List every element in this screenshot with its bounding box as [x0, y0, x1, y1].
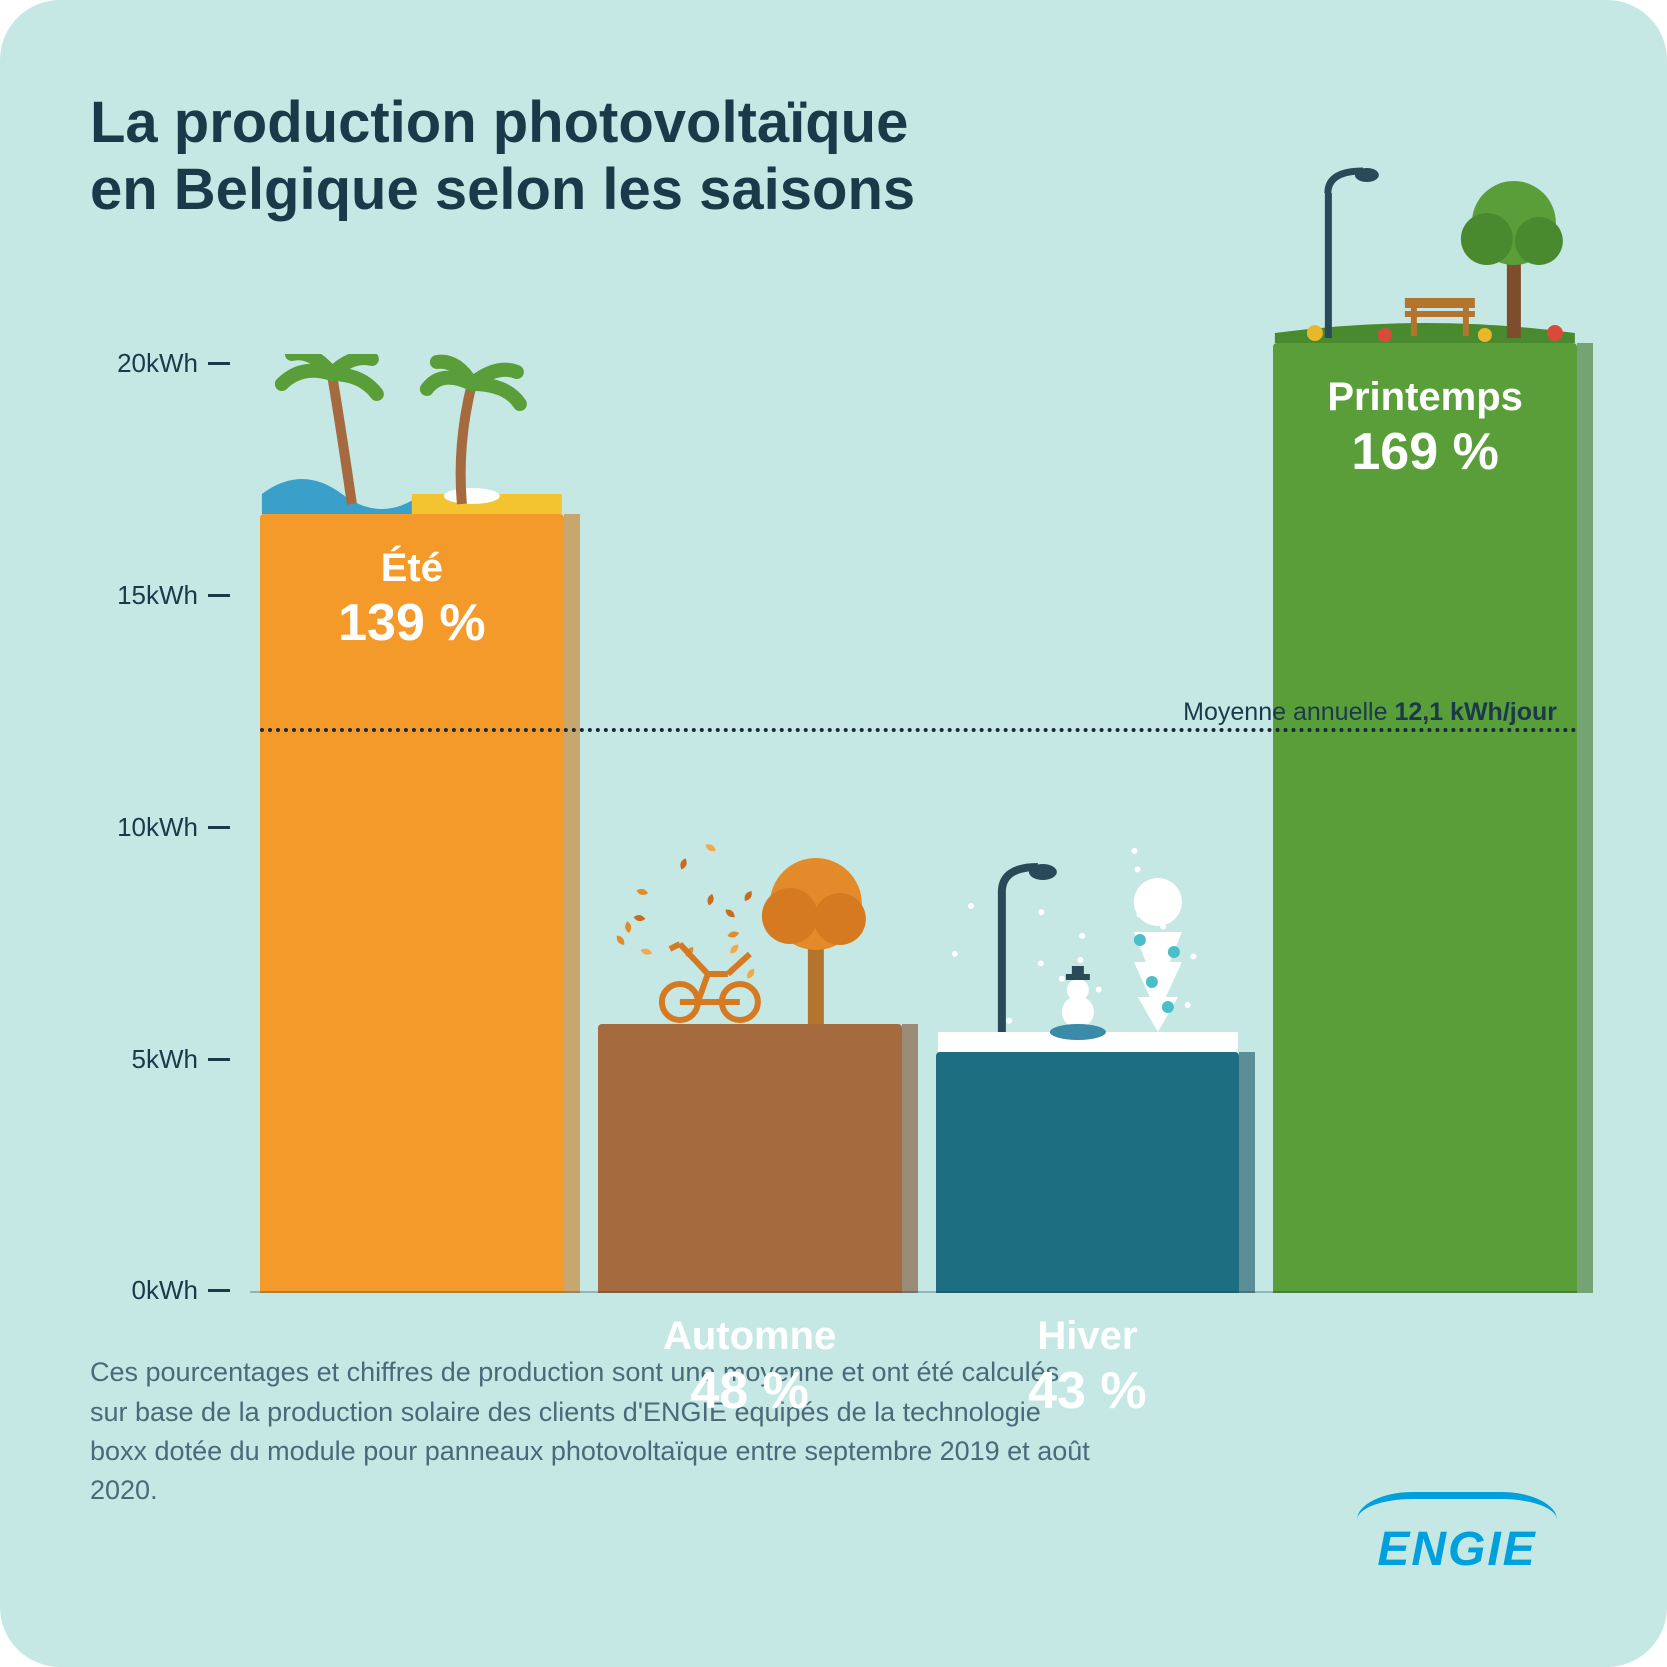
bar-label: Automne 48 %	[598, 1314, 902, 1421]
bars-container: Été 139 % Automne 48 %	[260, 273, 1577, 1293]
bar-name: Automne	[598, 1314, 902, 1359]
title-line-1: La production photovoltaïque	[90, 90, 908, 155]
bar-label: Hiver 43 %	[936, 1314, 1240, 1421]
y-tick: 0kWh	[132, 1275, 230, 1306]
bar-name: Été	[260, 546, 564, 591]
y-axis: 0kWh5kWh10kWh15kWh20kWh	[90, 273, 230, 1293]
bar-chart: 0kWh5kWh10kWh15kWh20kWh Moyenne annuelle…	[150, 273, 1577, 1293]
avg-prefix: Moyenne annuelle	[1183, 698, 1394, 726]
avg-line: Moyenne annuelle 12,1 kWh/jour	[260, 728, 1577, 732]
bar-name: Printemps	[1273, 375, 1577, 420]
logo-arc-icon	[1357, 1492, 1557, 1520]
bar-printemps: Printemps 169 %	[1273, 343, 1577, 1293]
chart-baseline	[250, 1291, 1577, 1293]
bar-percentage: 139 %	[260, 593, 564, 653]
avg-bold: 12,1 kWh/jour	[1394, 698, 1557, 726]
bar-hiver: Hiver 43 %	[936, 1052, 1240, 1293]
logo-text: ENGIE	[1357, 1522, 1557, 1577]
bar-label: Été 139 %	[260, 546, 564, 653]
avg-line-label: Moyenne annuelle 12,1 kWh/jour	[1183, 698, 1557, 727]
bar-automne: Automne 48 %	[598, 1024, 902, 1293]
engie-logo: ENGIE	[1357, 1492, 1557, 1577]
bar-percentage: 48 %	[598, 1361, 902, 1421]
bar-name: Hiver	[936, 1314, 1240, 1359]
bar-label: Printemps 169 %	[1273, 375, 1577, 482]
bar-percentage: 43 %	[936, 1361, 1240, 1421]
y-tick: 15kWh	[117, 580, 230, 611]
y-tick: 10kWh	[117, 812, 230, 843]
y-tick: 20kWh	[117, 348, 230, 379]
bar-percentage: 169 %	[1273, 422, 1577, 482]
title-line-2: en Belgique selon les saisons	[90, 157, 915, 222]
infographic-card: La production photovoltaïque en Belgique…	[0, 0, 1667, 1667]
bar-été: Été 139 %	[260, 514, 564, 1293]
y-tick: 5kWh	[132, 1044, 230, 1075]
